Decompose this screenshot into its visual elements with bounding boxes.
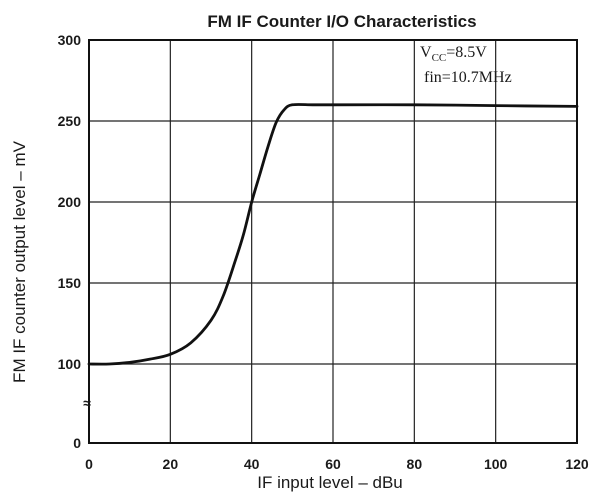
grid [89, 40, 577, 443]
y-tick-label: 300 [58, 32, 82, 48]
x-tick-label: 100 [484, 456, 508, 472]
y-axis-label: FM IF counter output level – mV [10, 140, 29, 383]
y-axis-break-mark: ≈ [83, 395, 91, 411]
plot-frame [88, 39, 578, 444]
chart-title: FM IF Counter I/O Characteristics [207, 12, 476, 31]
vcc-label: VCC=8.5V [420, 44, 487, 64]
x-tick-label: 40 [244, 456, 260, 472]
vcc-subscript: CC [432, 52, 447, 64]
y-tick-label: 100 [58, 356, 82, 372]
x-axis-label: IF input level – dBu [257, 473, 403, 492]
x-tick-label: 60 [325, 456, 341, 472]
x-tick-label: 0 [85, 456, 93, 472]
y-tick-label: 200 [58, 194, 82, 210]
series-line [87, 103, 579, 366]
vcc-symbol: V [420, 44, 432, 61]
fin-label: fin=10.7MHz [424, 69, 512, 86]
y-tick-label: 250 [58, 113, 82, 129]
x-tick-label: 80 [407, 456, 423, 472]
y-tick-labels: 0 100 150 200 250 300 [58, 32, 82, 451]
y-tick-label: 0 [73, 435, 81, 451]
x-tick-label: 20 [163, 456, 179, 472]
x-tick-label: 120 [565, 456, 589, 472]
vcc-value: =8.5V [446, 44, 487, 61]
y-tick-label: 150 [58, 275, 82, 291]
x-tick-labels: 0 20 40 60 80 100 120 [85, 456, 589, 472]
annotation-box: VCC=8.5V fin=10.7MHz [420, 44, 512, 86]
